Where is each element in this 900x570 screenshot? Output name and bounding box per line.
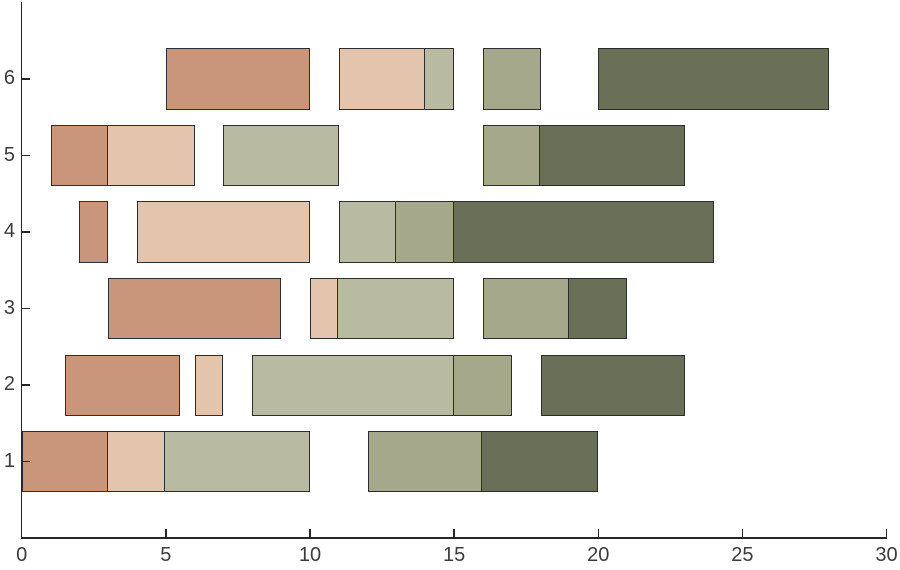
y-tick-mark-6 — [22, 78, 30, 80]
bar-segment-row3-khaki — [482, 278, 570, 340]
bar-segment-row4-tan — [137, 201, 310, 263]
x-tick-label-20: 20 — [587, 544, 610, 566]
x-tick-mark-25 — [741, 528, 744, 538]
bar-segment-row5-sage — [223, 124, 339, 187]
bar-segment-row6-olive — [598, 48, 829, 110]
x-axis-line — [21, 537, 887, 539]
y-tick-label-2: 2 — [3, 373, 15, 396]
x-tick-label-5: 5 — [160, 544, 172, 566]
y-tick-mark-3 — [22, 307, 30, 310]
y-tick-mark-1 — [22, 460, 30, 463]
bar-segment-row5-tan — [106, 124, 195, 187]
y-tick-label-5: 5 — [3, 143, 15, 166]
bar-segment-row5-salmon — [50, 124, 109, 187]
bar-segment-row4-salmon — [79, 201, 109, 263]
bar-segment-row1-tan — [106, 431, 166, 493]
x-tick-mark-0 — [21, 528, 23, 538]
bar-segment-row1-khaki — [367, 431, 483, 493]
bar-segment-row2-khaki — [452, 354, 512, 416]
x-tick-label-30: 30 — [875, 544, 898, 566]
x-tick-mark-10 — [309, 528, 311, 538]
bar-segment-row2-tan — [194, 354, 224, 416]
bar-segment-row1-sage — [164, 431, 310, 493]
x-tick-label-0: 0 — [16, 544, 28, 566]
bar-segment-row3-salmon — [108, 278, 282, 340]
bar-segment-row3-olive — [567, 278, 628, 340]
bar-segment-row2-sage — [252, 354, 455, 416]
y-tick-mark-2 — [22, 384, 30, 386]
bar-segment-row6-sage — [423, 48, 455, 110]
bar-segment-row3-tan — [309, 278, 339, 340]
y-tick-mark-5 — [22, 154, 30, 157]
bar-segment-row2-salmon — [64, 354, 181, 416]
bar-segment-row3-sage — [337, 278, 455, 340]
bar-segment-row4-olive — [452, 201, 714, 263]
x-tick-label-25: 25 — [731, 544, 754, 566]
bar-segment-row4-sage — [338, 201, 397, 263]
y-axis-line — [21, 2, 23, 538]
x-tick-mark-30 — [885, 528, 888, 538]
bar-segment-row1-salmon — [21, 431, 109, 493]
x-tick-mark-15 — [453, 528, 455, 538]
y-tick-mark-4 — [22, 231, 30, 233]
y-tick-label-6: 6 — [3, 67, 15, 90]
bar-segment-row4-khaki — [394, 201, 455, 263]
bar-segment-row6-tan — [338, 48, 426, 110]
x-tick-label-10: 10 — [298, 544, 322, 566]
x-tick-label-15: 15 — [442, 544, 466, 566]
y-tick-label-3: 3 — [3, 296, 15, 319]
bar-segment-row6-khaki — [482, 48, 541, 110]
y-tick-label-4: 4 — [3, 220, 15, 243]
bar-segment-row5-olive — [538, 124, 685, 187]
bar-segment-row5-khaki — [482, 124, 541, 187]
y-tick-label-1: 1 — [3, 449, 15, 472]
bar-segment-row2-olive — [540, 354, 685, 416]
x-tick-mark-5 — [165, 528, 167, 538]
x-tick-mark-20 — [597, 528, 599, 538]
bar-segment-row6-salmon — [165, 48, 310, 110]
bar-segment-row1-olive — [481, 431, 599, 493]
